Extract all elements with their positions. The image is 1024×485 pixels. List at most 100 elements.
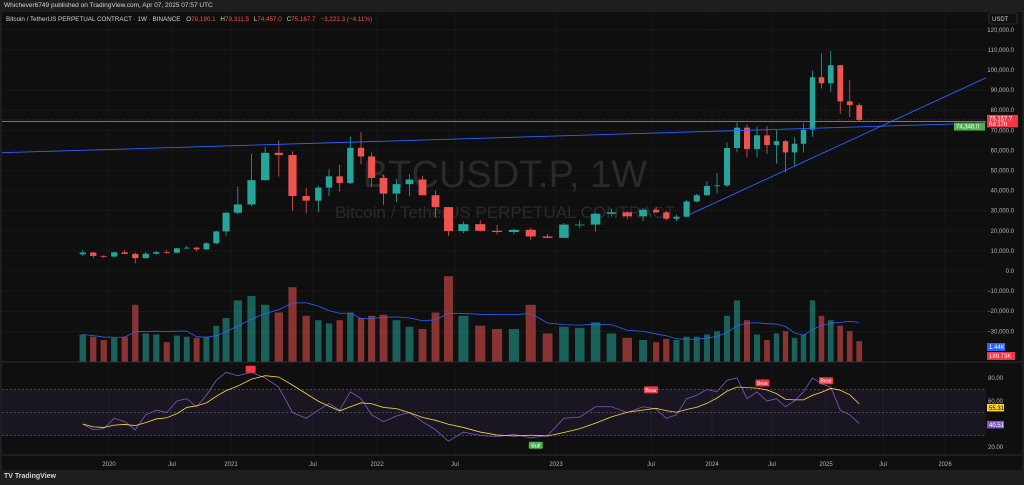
candle-body	[663, 212, 670, 219]
candle-body	[233, 204, 242, 213]
volume-pane	[79, 276, 863, 362]
volume-bar	[379, 314, 388, 362]
candle-body	[163, 252, 170, 253]
time-tick-label: Jul	[647, 462, 655, 468]
volume-bar	[606, 333, 617, 362]
candle-body	[809, 77, 816, 130]
candle-body	[639, 209, 647, 217]
volume-bar	[274, 312, 283, 362]
watermark-description: Bitcoin / TetherUS PERPETUAL CONTRACT	[335, 203, 675, 222]
volume-bar	[79, 334, 86, 362]
price-tick-label: 110,000.0	[988, 48, 1015, 54]
volume-bar	[754, 334, 760, 362]
candle-body	[183, 247, 190, 249]
volume-bar	[508, 329, 519, 362]
volume-bar	[431, 312, 440, 362]
candle-body	[703, 185, 710, 196]
time-tick-label: 2025	[819, 462, 833, 468]
candle-body	[288, 155, 297, 197]
candle-body	[542, 236, 553, 238]
candle-body	[153, 252, 160, 254]
svg-text:Bitcoin / TetherUS PERPETUAL C: Bitcoin / TetherUS PERPETUAL CONTRACT · …	[6, 16, 372, 23]
volume-bar	[782, 331, 789, 362]
volume-bar	[347, 312, 354, 362]
chart-svg[interactable]: BTCUSDT.P, 1W Bitcoin / TetherUS PERPETU…	[0, 12, 1022, 470]
candle-body	[247, 180, 256, 205]
candle-body	[315, 187, 322, 201]
bear-label	[755, 379, 770, 387]
volume-bar	[653, 342, 660, 362]
volume-bar	[673, 340, 680, 362]
time-tick-label: Jul	[879, 462, 887, 468]
volume-bar	[856, 341, 863, 362]
volume-bar	[714, 331, 720, 362]
candle-body	[325, 176, 333, 188]
candle-body	[173, 248, 180, 253]
price-tick-label: 40,000.0	[991, 189, 1015, 195]
candle-body	[575, 224, 585, 226]
volume-bar	[405, 326, 414, 362]
candle-body	[800, 129, 807, 144]
price-tick-label: −10,000.0	[987, 289, 1015, 295]
divergence-label-text: Bear	[757, 381, 769, 387]
candle-body	[431, 195, 440, 208]
price-tick-label: 30,000.0	[991, 209, 1015, 215]
last-price-tag	[987, 114, 1018, 128]
volume-tag	[987, 352, 1015, 360]
volume-bar	[475, 325, 486, 362]
time-tick-label: 2020	[102, 462, 116, 468]
volume-bar	[559, 326, 569, 362]
volume-bar	[683, 336, 690, 362]
candle-body	[764, 135, 770, 145]
volume-bar	[247, 296, 256, 362]
price-tick-label: 60,000.0	[991, 148, 1015, 154]
volume-bar	[809, 300, 816, 362]
candle-body	[213, 231, 220, 244]
candle-body	[837, 65, 844, 102]
candle-body	[347, 147, 354, 183]
drawings	[0, 77, 987, 215]
chart-area[interactable]: BTCUSDT.P, 1W Bitcoin / TetherUS PERPETU…	[0, 12, 1022, 470]
price-tick-label: 70,000.0	[991, 128, 1015, 134]
candle-body	[622, 212, 632, 217]
candle-body	[111, 252, 118, 257]
rsi-tag	[987, 420, 1004, 429]
volume-bar	[590, 322, 601, 362]
rsi-tag-text: 55.31	[989, 406, 1005, 412]
time-tick-label: 2026	[938, 462, 952, 468]
volume-bar	[525, 304, 536, 362]
volume-ma-line	[82, 302, 860, 340]
time-tick-label: 2022	[370, 462, 384, 468]
candle-body	[791, 143, 798, 153]
candle-body	[590, 213, 601, 225]
bear-label	[819, 377, 833, 385]
volume-bar	[261, 304, 270, 362]
volume-bar	[183, 336, 190, 362]
currency-button[interactable]: USDT	[988, 12, 1018, 25]
volume-bar	[693, 336, 700, 362]
price-tick-label: 10,000.0	[991, 249, 1015, 255]
candle-body	[405, 179, 414, 185]
candle-body	[714, 185, 720, 187]
candle-body	[754, 135, 760, 149]
axes: 120,000.0 110,000.0 100,000.0 90,000.0 80,00…	[2, 28, 1022, 468]
divergence-label-text: Bear	[820, 379, 832, 385]
volume-bar	[153, 334, 160, 362]
bear-label	[644, 386, 658, 394]
volume-bar	[233, 300, 242, 362]
candle-body	[418, 179, 427, 196]
candle-body	[827, 65, 834, 84]
tradingview-logo: TV TradingView	[4, 473, 56, 480]
candle-body	[508, 229, 519, 233]
footer: TV TradingView	[0, 470, 1024, 485]
volume-bar	[315, 320, 322, 362]
rsi-tag-text: 40.51	[989, 423, 1005, 429]
volume-bar	[703, 334, 710, 362]
volume-bar	[663, 338, 670, 362]
candle-body	[606, 212, 617, 214]
candle-body	[79, 252, 86, 255]
volume-bar	[791, 337, 798, 362]
volume-bar	[222, 318, 230, 362]
time-tick-label: 2021	[224, 462, 238, 468]
volume-tag-text: 189.73K	[989, 354, 1011, 360]
